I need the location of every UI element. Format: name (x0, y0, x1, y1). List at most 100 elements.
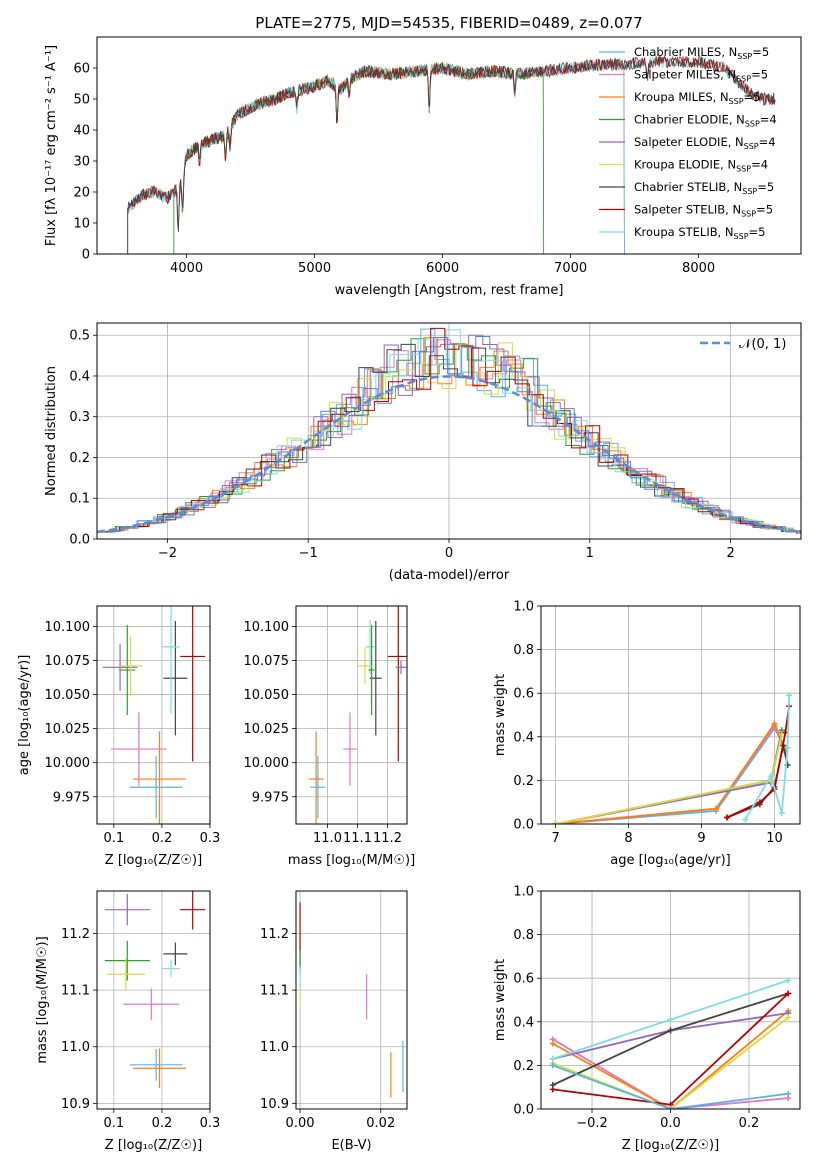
y-tick-label: 0.6 (513, 972, 534, 987)
histogram-step (102, 334, 801, 533)
x-tick-label: 1 (586, 546, 594, 561)
series-point (785, 977, 792, 984)
series-point (756, 799, 763, 806)
legend-suffix: =4 (760, 113, 777, 127)
series-point (778, 810, 785, 817)
x-axis-label: E(B-V) (331, 1138, 371, 1153)
series-point (724, 814, 731, 821)
plot-marks-mass_weight_vs_age (552, 692, 793, 824)
plot-marks-age_vs_mass (308, 606, 407, 824)
plot-marks-mass_vs_EBV (299, 902, 404, 1098)
series-point (785, 990, 792, 997)
x-tick-label: 0.02 (366, 1116, 395, 1131)
spectrum-line (127, 58, 625, 254)
legend-label: Kroupa STELIB, NSSP=5 (634, 225, 765, 241)
plot-marks-spectrum (127, 55, 776, 254)
series-line (552, 1038, 789, 1109)
x-tick-label: −2 (158, 546, 177, 561)
series-point (552, 821, 559, 824)
x-axis-label: wavelength [Angstrom, rest frame] (335, 283, 564, 298)
series-line (552, 1010, 789, 1109)
legend-label: 𝒩(0, 1) (739, 337, 786, 352)
series-point (786, 692, 793, 699)
y-tick-label: 10.025 (244, 722, 290, 737)
plot-area: 4000 5000 6000 7000 80000102030405060wavelen… (17, 36, 802, 1153)
y-tick-label: 10.100 (45, 620, 91, 635)
x-tick-label: 11.2 (373, 831, 402, 846)
y-tick-label: 0.5 (69, 329, 90, 344)
plot-marks-mass_weight_vs_Z (549, 977, 792, 1109)
x-tick-label: 0 (445, 546, 453, 561)
series-line (552, 1016, 789, 1109)
y-tick-label: 9.975 (252, 790, 289, 805)
figure-title: PLATE=2775, MJD=54535, FIBERID=0489, z=0… (255, 14, 642, 32)
y-tick-label: 10 (73, 217, 90, 232)
spectrum-line (127, 57, 625, 254)
y-tick-label: 10.000 (244, 756, 290, 771)
y-tick-label: 0.4 (69, 369, 90, 384)
y-tick-label: 10.9 (61, 1097, 90, 1112)
legend-suffix: =5 (749, 225, 766, 239)
legend-sub: SSP (745, 120, 760, 129)
x-axis-label: age [log₁₀(age/yr)] (610, 853, 731, 868)
y-tick-label: 1.0 (513, 600, 534, 615)
y-tick-label: 10.9 (260, 1097, 289, 1112)
y-tick-label: 0.0 (69, 533, 90, 548)
y-tick-label: 0.0 (513, 1103, 534, 1118)
axes-frame (96, 890, 211, 1110)
legend-label: Kroupa ELODIE, NSSP=4 (634, 158, 768, 174)
y-tick-label: 10.050 (45, 688, 91, 703)
x-tick-label: 0.00 (286, 1116, 315, 1131)
legend-sub: SSP (736, 165, 751, 174)
y-tick-label: 50 (73, 93, 90, 108)
x-tick-label: 11.0 (313, 831, 342, 846)
series-point (785, 1090, 792, 1097)
legend-suffix: =5 (757, 180, 774, 194)
plot-marks-mass_vs_Z (104, 891, 206, 1089)
x-tick-label: 11.1 (343, 831, 372, 846)
y-axis-label: age [log₁₀(age/yr)] (17, 655, 32, 776)
y-tick-label: 0.1 (69, 492, 90, 507)
series-point (742, 816, 749, 823)
y-tick-label: 10.000 (45, 756, 91, 771)
x-axis-label: mass [log₁₀(M/M☉)] (288, 853, 415, 868)
legend-label: Chabrier STELIB, NSSP=5 (634, 180, 774, 196)
y-tick-label: 0.2 (69, 451, 90, 466)
x-tick-label: 0.0 (660, 1116, 681, 1131)
y-tick-label: 11.1 (260, 984, 289, 999)
y-tick-label: 0.2 (513, 774, 534, 789)
x-tick-label: 0.1 (103, 831, 124, 846)
legend-sub: SSP (737, 52, 752, 61)
y-tick-label: 10.075 (45, 654, 91, 669)
x-tick-label: −0.2 (576, 1116, 608, 1131)
x-tick-label: −1 (299, 546, 318, 561)
y-tick-label: 11.0 (260, 1040, 289, 1055)
legend-suffix: =5 (744, 90, 761, 104)
plot-marks-age_vs_Z (102, 606, 206, 824)
y-tick-label: 10.025 (45, 722, 91, 737)
legend-sub: SSP (729, 97, 744, 106)
axes-frame (295, 890, 408, 1110)
legend-suffix: =5 (751, 68, 768, 82)
histogram-step (104, 342, 801, 532)
series-point (667, 1016, 674, 1023)
x-tick-label: 4000 (170, 261, 203, 276)
x-axis-label: Z [log₁₀(Z/Z☉)] (622, 1138, 719, 1153)
y-axis-label: Flux [fλ 10⁻¹⁷ erg cm⁻² s⁻¹ A⁻¹] (44, 45, 59, 246)
histogram-step (109, 336, 801, 534)
y-tick-label: 10.075 (244, 654, 290, 669)
x-tick-label: 7000 (554, 261, 587, 276)
series-line (726, 706, 790, 819)
legend-sub: SSP (742, 187, 757, 196)
x-tick-label: 10 (766, 831, 783, 846)
plot-marks-residuals (97, 327, 801, 534)
series-line (555, 732, 783, 824)
spectrum-line (173, 62, 545, 254)
series-point (667, 1106, 674, 1109)
axes-frame (96, 605, 211, 825)
series-point (784, 744, 791, 751)
x-tick-label: 0.2 (739, 1116, 760, 1131)
y-tick-label: 1.0 (513, 885, 534, 900)
legend-label: Salpeter STELIB, NSSP=5 (634, 203, 773, 219)
legend-suffix: =5 (756, 203, 773, 217)
